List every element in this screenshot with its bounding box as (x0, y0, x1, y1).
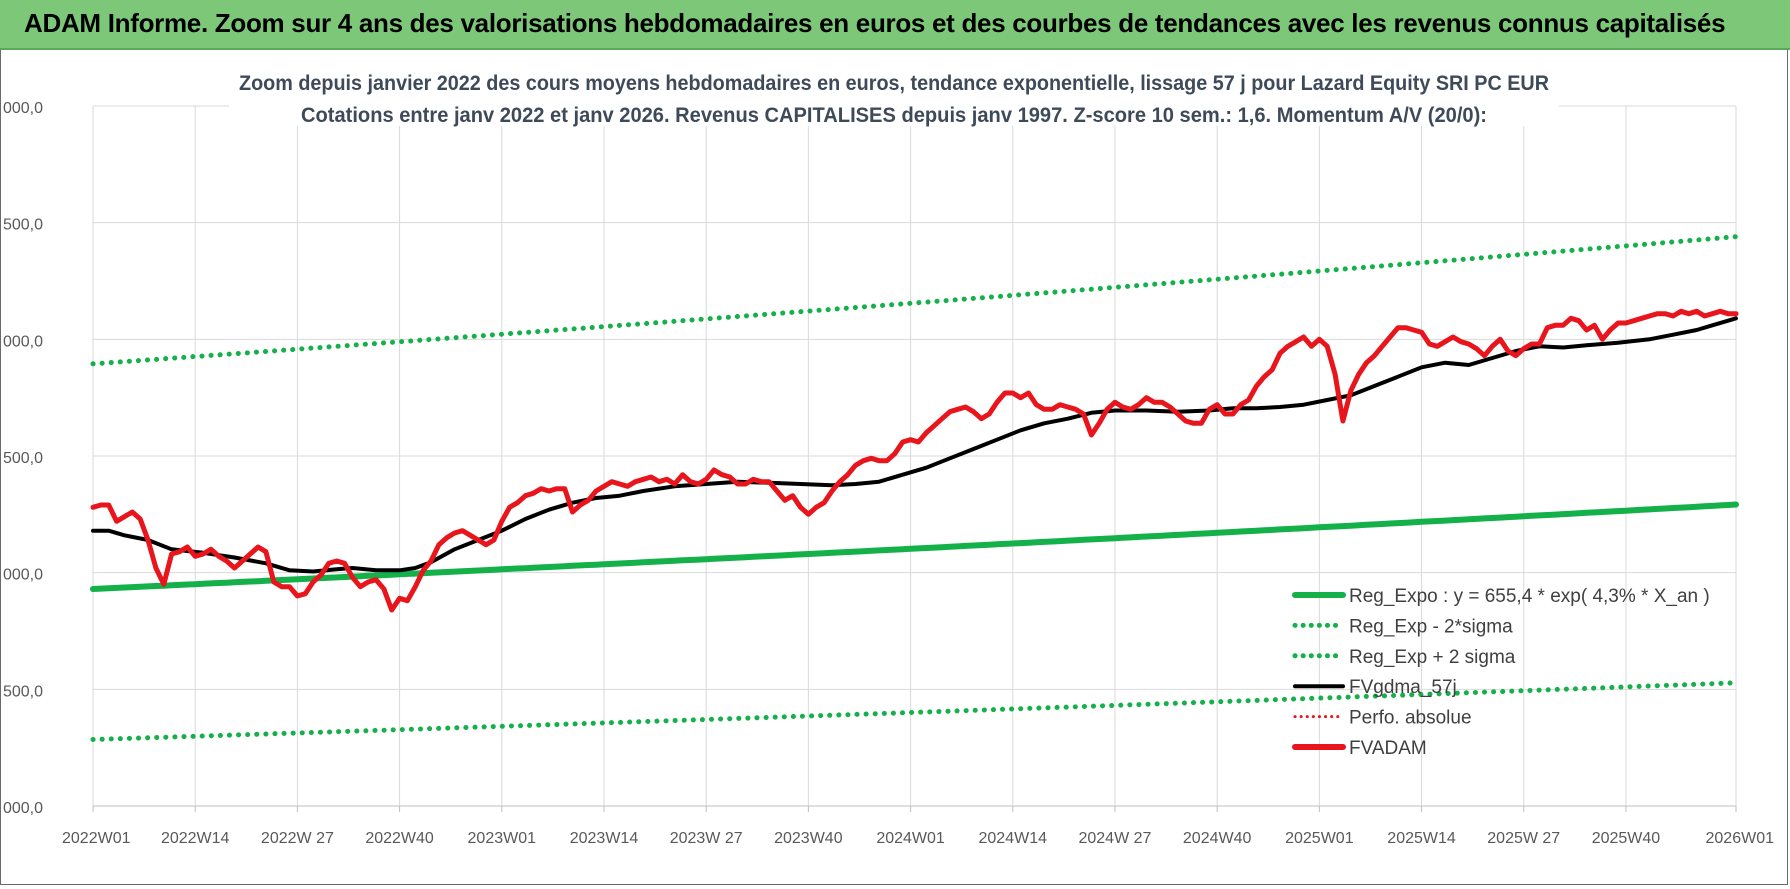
report-banner: ADAM Informe. Zoom sur 4 ans des valoris… (0, 0, 1790, 50)
x-tick-label: 2022W 27 (261, 830, 334, 847)
x-tick-label: 2024W 27 (1078, 830, 1151, 847)
line-chart: 1 000,0 1 500,0 2 000,0 2 500,0 3 000,0 3 500… (0, 62, 1775, 847)
series-reg-exp-minus-2sigma (90, 680, 1739, 742)
y-tick-label: 3 500,0 (1, 217, 43, 234)
legend-label: Perfo. absolue (1349, 708, 1472, 729)
x-tick-label: 2023W40 (774, 830, 843, 847)
x-tick-label: 2025W 27 (1487, 830, 1560, 847)
legend-label: Reg_Expo : y = 655,4 * exp( 4,3% * X_an … (1349, 586, 1710, 607)
y-tick-label: 2 500,0 (1, 450, 43, 467)
x-axis: 2022W01 2022W14 2022W 27 2022W40 2023W01 2023… (62, 805, 1775, 847)
y-tick-label: 1 000,0 (1, 800, 43, 817)
x-tick-label: 2025W14 (1387, 830, 1456, 847)
series-fvadam (90, 308, 1739, 613)
legend-label: FVgdma_57j (1349, 677, 1457, 698)
chart-title-line2: Cotations entre janv 2022 et janv 2026. … (301, 104, 1487, 127)
x-tick-label: 2024W14 (979, 830, 1048, 847)
y-tick-label: 3 000,0 (1, 333, 43, 350)
series-reg-expo (90, 501, 1739, 592)
x-tick-label: 2025W40 (1592, 830, 1661, 847)
chart-title-background (229, 62, 1559, 126)
x-tick-label: 2024W40 (1183, 830, 1252, 847)
x-tick-label: 2022W01 (62, 830, 131, 847)
legend: Reg_Expo : y = 655,4 * exp( 4,3% * X_an … (1292, 586, 1710, 759)
x-tick-label: 2023W14 (570, 830, 639, 847)
grid (92, 105, 1737, 807)
series-fvgdma-57j (91, 316, 1738, 574)
legend-label: Reg_Exp - 2*sigma (1349, 616, 1513, 637)
x-tick-label: 2026W01 (1706, 830, 1775, 847)
chart-title-line1: Zoom depuis janvier 2022 des cours moyen… (239, 72, 1549, 95)
y-tick-label: 2 000,0 (1, 567, 43, 584)
x-tick-label: 2022W40 (365, 830, 434, 847)
chart-frame: 1 000,0 1 500,0 2 000,0 2 500,0 3 000,0 3 500… (0, 50, 1788, 885)
x-tick-label: 2022W14 (161, 830, 230, 847)
y-tick-label: 4 000,0 (1, 100, 43, 117)
x-tick-label: 2024W01 (876, 830, 945, 847)
y-axis: 1 000,0 1 500,0 2 000,0 2 500,0 3 000,0 3 500… (0, 100, 43, 817)
y-tick-label: 1 500,0 (1, 683, 43, 700)
x-tick-label: 2025W01 (1285, 830, 1354, 847)
x-tick-label: 2023W 27 (670, 830, 743, 847)
chart-title: Zoom depuis janvier 2022 des cours moyen… (229, 62, 1559, 127)
x-tick-label: 2023W01 (468, 830, 537, 847)
legend-label: Reg_Exp + 2 sigma (1349, 647, 1516, 668)
series-reg-exp-plus-2sigma (90, 234, 1739, 367)
report-title: ADAM Informe. Zoom sur 4 ans des valoris… (24, 8, 1726, 38)
legend-label: FVADAM (1349, 738, 1427, 759)
series-group (90, 234, 1739, 742)
